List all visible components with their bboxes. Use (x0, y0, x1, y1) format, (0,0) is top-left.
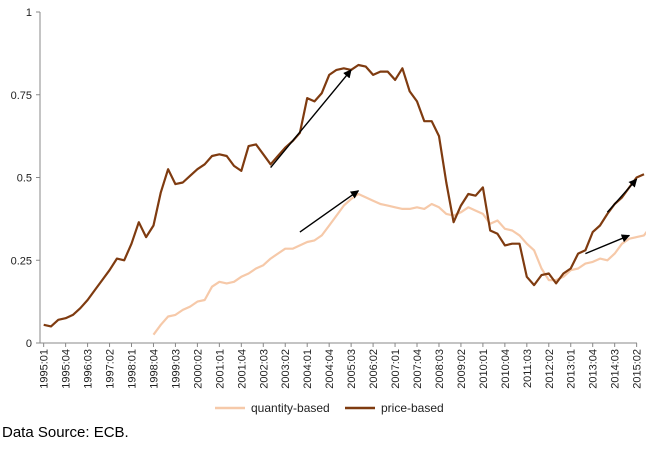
x-tick-label: 2009:02 (456, 349, 468, 389)
legend-label-price-based: price-based (381, 401, 444, 415)
x-tick-label: 2015:02 (632, 349, 644, 389)
y-tick-label: 1 (26, 7, 32, 19)
x-tick-label: 2014:03 (610, 349, 622, 389)
x-tick-label: 1997:02 (105, 349, 117, 389)
x-tick-label: 2010:04 (500, 349, 512, 389)
chart-series (43, 63, 646, 336)
x-tick-label: 1995:04 (61, 349, 73, 389)
chart-axes: 0 0.25 0.5 0.75 1 1995:01 1995:04 1996:03 1997:0… (11, 7, 644, 389)
x-tick-label: 2007:04 (412, 349, 424, 389)
x-tick-label: 2006:02 (368, 349, 380, 389)
chart-annotations (270, 69, 638, 255)
y-tick-label: 0.75 (11, 90, 32, 102)
x-tick-label: 1999:03 (170, 349, 182, 389)
trend-arrow (585, 234, 631, 255)
x-tick-label: 2005:03 (346, 349, 358, 389)
x-tick-label: 2003:02 (280, 349, 292, 389)
x-tick-label: 2013:04 (588, 349, 600, 389)
x-tick-label: 1996:03 (83, 349, 95, 389)
x-tick-label: 2007:01 (390, 349, 402, 389)
trend-arrow (299, 190, 360, 233)
x-tick-label: 2013:01 (566, 349, 578, 389)
chart-legend: quantity-based price-based (215, 401, 444, 415)
series-line-price-based (43, 63, 645, 328)
y-tick-label: 0.5 (17, 173, 32, 185)
series-line-quantity-based (152, 192, 646, 336)
x-tick-label: 2004:01 (302, 349, 314, 389)
x-tick-label: 2010:01 (478, 349, 490, 389)
trend-arrow (606, 178, 638, 213)
x-tick-label: 2008:03 (434, 349, 446, 389)
x-tick-label: 2011:03 (522, 349, 534, 388)
x-tick-label: 2002:03 (258, 349, 270, 389)
x-tick-label: 1995:01 (39, 349, 51, 389)
legend-label-quantity-based: quantity-based (251, 401, 330, 415)
x-tick-label: 2001:04 (236, 349, 248, 389)
y-tick-label: 0 (26, 338, 32, 350)
data-source-note: Data Source: ECB. (2, 424, 129, 441)
x-tick-label: 2004:04 (324, 349, 336, 389)
x-tick-label: 2001:01 (214, 349, 226, 389)
x-tick-label: 1998:04 (148, 349, 160, 389)
x-tick-label: 2000:02 (192, 349, 204, 389)
y-tick-label: 0.25 (11, 255, 32, 267)
x-tick-label: 2012:02 (544, 349, 556, 389)
x-tick-label: 1998:01 (127, 349, 139, 389)
trend-arrow (270, 69, 352, 169)
